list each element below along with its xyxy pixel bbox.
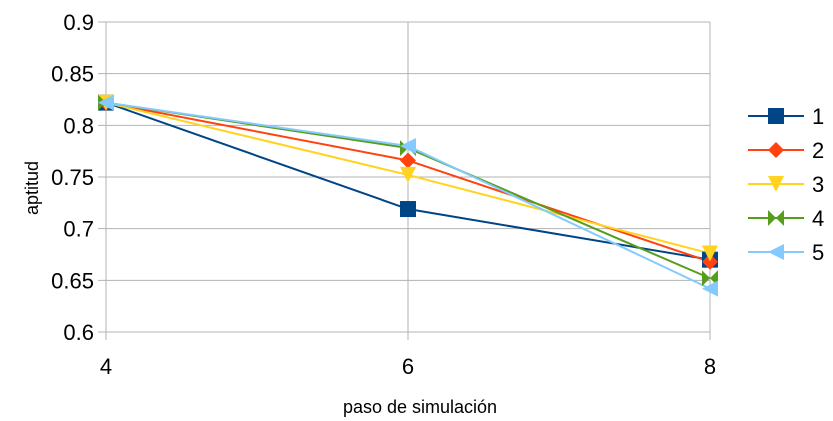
legend-label: 4: [812, 206, 824, 231]
series-3-point: [702, 245, 718, 262]
series-2-point: [400, 152, 416, 169]
y-axis-title: aptitud: [22, 161, 42, 215]
grid: [98, 21, 711, 340]
series-5-point: [98, 94, 114, 111]
legend-label: 5: [812, 240, 824, 265]
legend: 1 2 3 4 5: [748, 104, 824, 265]
y-tick-label: 0.9: [63, 10, 94, 35]
series-group: [98, 94, 718, 297]
legend-item-2: 2: [748, 138, 824, 163]
y-tick-label: 0.75: [51, 165, 94, 190]
legend-marker: [768, 142, 784, 158]
legend-item-1: 1: [748, 104, 824, 129]
y-tick-label: 0.7: [63, 217, 94, 242]
legend-label: 1: [812, 104, 824, 129]
axes: 0.9 0.85 0.8 0.75 0.7 0.65 0.64 6 8: [51, 10, 716, 379]
x-tick-label: 4: [100, 354, 112, 379]
y-tick-label: 0.85: [51, 62, 94, 87]
x-tick-label: 8: [704, 354, 716, 379]
legend-label: 2: [812, 138, 824, 163]
legend-item-3: 3: [748, 172, 824, 197]
legend-marker: [768, 108, 784, 124]
y-tick-label: 0.8: [63, 113, 94, 138]
series-2-point: [702, 253, 718, 270]
y-tick-label: 0.65: [51, 268, 94, 293]
series-1-point: [400, 201, 416, 218]
series-4-point: [702, 270, 718, 287]
series-3-point: [400, 166, 416, 183]
series-5-point: [702, 280, 718, 297]
legend-marker: [768, 210, 784, 226]
y-tick-label: 0.6: [63, 320, 94, 345]
legend-item-4: 4: [748, 206, 824, 231]
x-tick-label: 6: [402, 354, 414, 379]
legend-item-5: 5: [748, 240, 824, 265]
legend-marker: [768, 176, 784, 192]
legend-label: 3: [812, 172, 824, 197]
x-axis-title: paso de simulación: [343, 397, 497, 417]
legend-marker: [768, 244, 784, 260]
series-5-point: [400, 138, 416, 154]
